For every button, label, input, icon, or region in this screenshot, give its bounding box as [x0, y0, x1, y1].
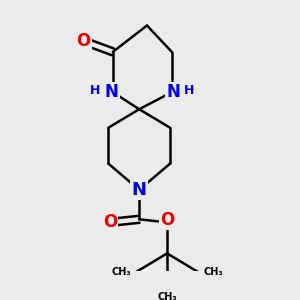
Text: N: N — [132, 181, 147, 199]
Text: N: N — [105, 83, 118, 101]
Text: CH₃: CH₃ — [203, 267, 223, 277]
Text: O: O — [103, 213, 117, 231]
Text: O: O — [76, 32, 91, 50]
Text: CH₃: CH₃ — [111, 267, 131, 277]
Text: H: H — [184, 84, 194, 97]
Text: H: H — [90, 84, 101, 97]
Text: O: O — [160, 211, 174, 229]
Text: CH₃: CH₃ — [157, 292, 177, 300]
Text: N: N — [166, 83, 180, 101]
